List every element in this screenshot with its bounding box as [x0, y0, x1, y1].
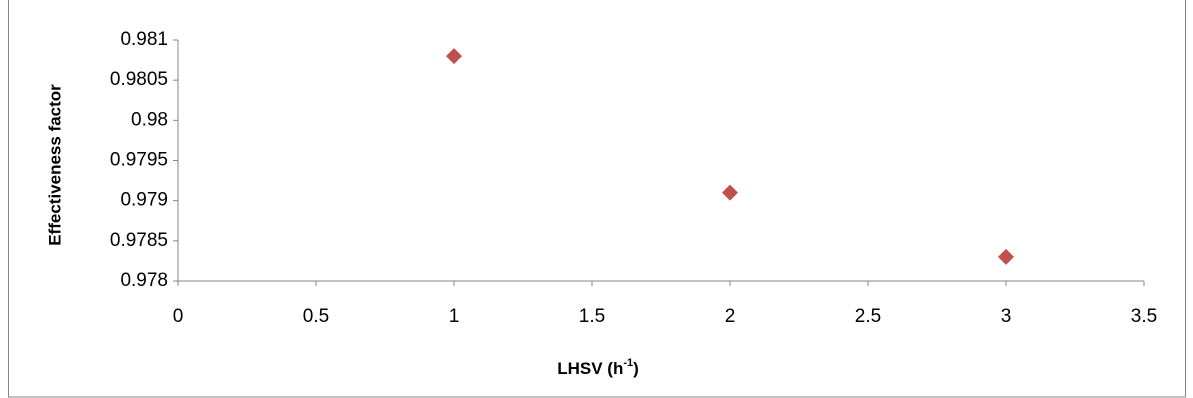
y-tick-label: 0.979	[120, 190, 168, 211]
y-tick-label: 0.978	[120, 270, 168, 291]
y-tick-label: 0.9785	[110, 230, 168, 251]
y-tick-label: 0.9795	[110, 150, 168, 171]
chart-frame	[8, 0, 1186, 398]
x-label-end: )	[633, 359, 639, 378]
x-tick-label: 0.5	[303, 306, 329, 327]
x-tick-label: 2.5	[855, 306, 881, 327]
point	[446, 48, 462, 65]
y-tick-label: 0.98	[131, 109, 168, 130]
x-tick-label: 1.5	[579, 306, 605, 327]
y-tick-label: 0.9805	[110, 69, 168, 90]
x-tick-label: 0	[173, 306, 184, 327]
x-axis-label: LHSV (h-1)	[557, 357, 639, 379]
x-tick-label: 1	[449, 306, 460, 327]
y-tick-label: 0.981	[120, 29, 168, 50]
x-label-sup: -1	[623, 357, 633, 369]
point	[998, 248, 1014, 265]
x-tick-label: 3	[1001, 306, 1012, 327]
x-tick-label: 2	[725, 306, 736, 327]
y-axis-label: Effectiveness factor	[45, 84, 64, 246]
x-label-text: LHSV (h	[557, 359, 623, 378]
x-tick-label: 3.5	[1131, 306, 1157, 327]
point	[722, 184, 738, 201]
